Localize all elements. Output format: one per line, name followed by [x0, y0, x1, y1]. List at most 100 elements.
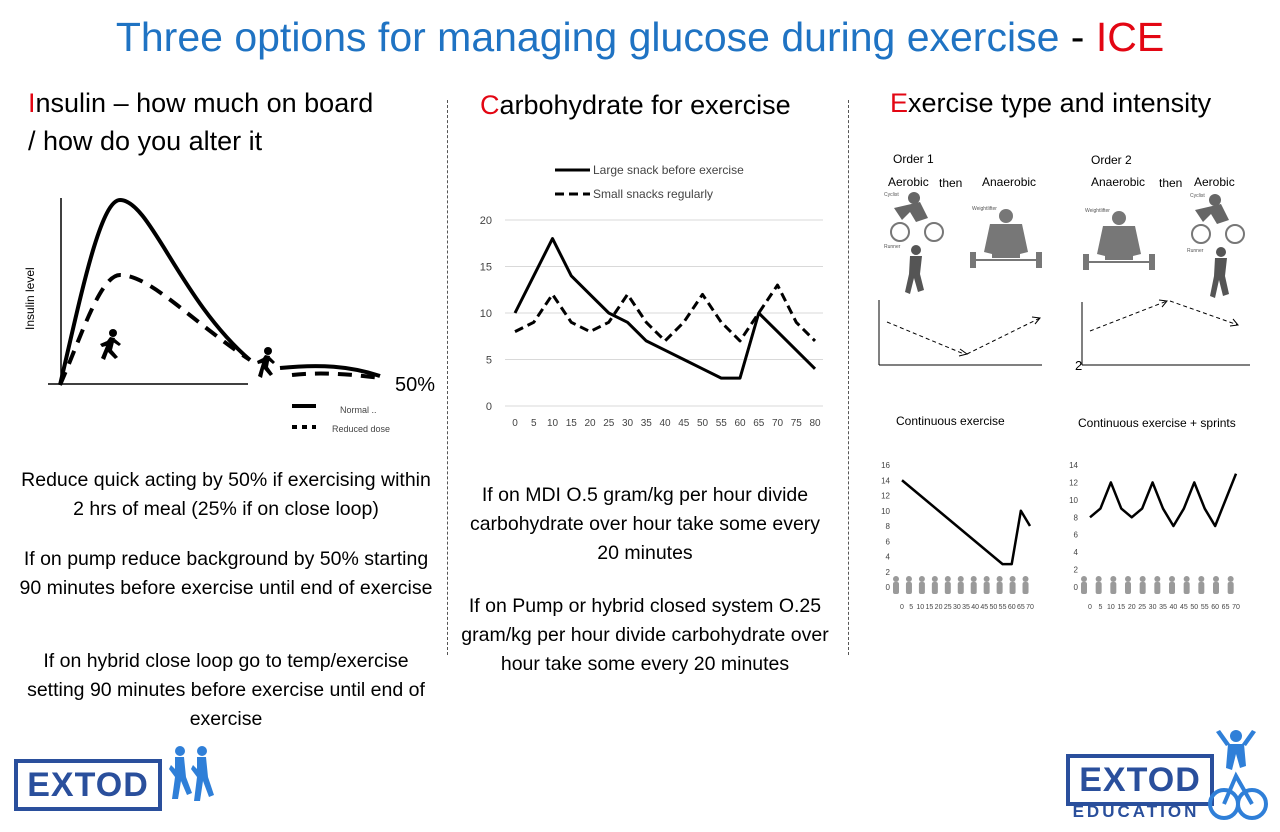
carb-x-tick-label: 70: [772, 418, 784, 429]
order2-diagram: Weightlifter Cyclist Runner: [1081, 193, 1250, 366]
runner-label: Runner: [884, 244, 901, 250]
carb-heading-rest: arbohydrate for exercise: [499, 90, 791, 120]
small-chart-x-tick-label: 20: [935, 604, 943, 611]
small-chart-x-tick-label: 0: [900, 604, 904, 611]
small-chart-x-tick-label: 30: [1149, 604, 1157, 611]
small-chart-x-tick-label: 15: [926, 604, 934, 611]
cyclist-figure: Cyclist: [1190, 193, 1245, 244]
order2-then: then: [1159, 176, 1183, 190]
carb-x-tick-label: 5: [531, 418, 537, 429]
extod-logo-left: EXTOD: [14, 746, 214, 811]
order2-first: Anaerobic: [1091, 175, 1146, 189]
weightlifter-figure: Weightlifter: [970, 206, 1042, 268]
small-chart-y-tick-label: 10: [1069, 496, 1078, 505]
carb-x-tick-label: 0: [512, 418, 518, 429]
carb-y-tick-label: 5: [486, 355, 492, 367]
small-chart-x-tick-label: 5: [1098, 604, 1102, 611]
cyclist-label: Cyclist: [1190, 193, 1205, 199]
insulin-para-2: If on pump reduce background by 50% star…: [19, 548, 433, 599]
order1-first: Aerobic: [888, 175, 929, 189]
title-ice: ICE: [1095, 14, 1165, 60]
small-chart-x-tick-label: 70: [1232, 604, 1240, 611]
carb-y-tick-label: 10: [480, 308, 492, 320]
order1-diagram: Cyclist Runner Weightlifter: [878, 192, 1042, 366]
carb-x-tick-label: 60: [734, 418, 746, 429]
small-chart-x-tick-label: 65: [1222, 604, 1230, 611]
small-chart-y-tick-label: 4: [1074, 548, 1079, 557]
small-chart-x-tick-label: 15: [1117, 604, 1125, 611]
normal-dose-tail: [279, 364, 381, 378]
carb-series-large-snack: [513, 237, 817, 380]
small-chart-x-tick-label: 40: [1170, 604, 1178, 611]
extod-logo-left-text: EXTOD: [14, 759, 162, 811]
weightlifter-label: Weightlifter: [972, 206, 997, 212]
cyclist-logo-icon: [1208, 730, 1268, 820]
exercise-heading-rest: xercise type and intensity: [908, 88, 1212, 118]
order1-label: Order 1: [893, 152, 934, 166]
carb-x-tick-label: 75: [791, 418, 803, 429]
small-chart-y-tick-label: 8: [886, 522, 891, 531]
continuous-sprints-label: Continuous exercise + sprints: [1078, 416, 1236, 430]
carb-x-tick-label: 65: [753, 418, 765, 429]
order1-trend-down: [886, 321, 965, 355]
insulin-y-label: Insulin level: [23, 267, 37, 330]
carb-series-small-snacks: [514, 283, 817, 343]
small-chart-x-tick-label: 55: [1201, 604, 1209, 611]
legend-normal-label: Normal ..: [340, 405, 377, 415]
carb-heading: Carbohydrate for exercise: [480, 86, 840, 124]
small-chart-y-tick-label: 2: [1074, 566, 1079, 575]
title-dash: -: [1059, 14, 1096, 60]
small-chart-y-tick-label: 0: [1074, 583, 1079, 592]
order2-trend-up: [1089, 300, 1168, 332]
extod-logo-education-text: EDUCATION: [1072, 802, 1200, 821]
carb-y-tick-label: 15: [480, 262, 492, 274]
small-chart-y-tick-label: 4: [886, 553, 891, 562]
small-chart-y-tick-label: 8: [1074, 513, 1079, 522]
small-chart-y-tick-label: 12: [881, 492, 890, 501]
small-chart-y-tick-label: 6: [886, 537, 891, 546]
runner-label: Runner: [1187, 248, 1204, 254]
runners-logo-icon: [169, 746, 214, 801]
insulin-heading-line2: / how do you alter it: [28, 126, 263, 156]
carb-y-tick-label: 20: [480, 215, 492, 227]
column-divider-left: [447, 100, 448, 655]
exercise-heading-initial: E: [890, 88, 909, 118]
carb-x-tick-label: 40: [659, 418, 671, 429]
carb-x-tick-label: 35: [641, 418, 653, 429]
cyclist-label: Cyclist: [884, 192, 899, 198]
small-chart-x-tick-label: 50: [990, 604, 998, 611]
title-main: Three options for managing glucose durin…: [115, 14, 1060, 60]
order1-second: Anaerobic: [982, 175, 1037, 189]
order2-axis-label: 2: [1075, 358, 1083, 373]
carb-x-tick-label: 30: [622, 418, 634, 429]
small-chart-y-tick-label: 14: [1069, 461, 1078, 470]
exercise-heading: Exercise type and intensity: [890, 84, 1270, 122]
carb-x-tick-label: 45: [678, 418, 690, 429]
small-chart-y-tick-label: 16: [881, 461, 890, 470]
reduction-percent-label: 50%: [395, 374, 436, 396]
insulin-curve-diagram: Insulin level Normal .. Reduced dose: [23, 197, 390, 434]
legend-reduced-label: Reduced dose: [332, 424, 390, 434]
runners-crowd-figure: [893, 576, 1029, 594]
weightlifter-figure: Weightlifter: [1083, 208, 1155, 270]
small-chart-y-tick-label: 10: [881, 507, 890, 516]
runner-figure: Runner: [884, 244, 924, 294]
runners-crowd-figure: [1081, 576, 1234, 594]
carb-legend-large-label: Large snack before exercise: [593, 163, 744, 177]
carb-legend-small-label: Small snacks regularly: [593, 187, 713, 201]
insulin-heading: Insulin – how much on board / how do you…: [28, 84, 438, 160]
reduced-dose-curve: [58, 272, 252, 386]
small-chart-x-tick-label: 45: [980, 604, 988, 611]
carb-x-tick-label: 25: [603, 418, 615, 429]
extod-education-logo: EXTOD EDUCATION: [1066, 730, 1268, 830]
order1-trend-up: [966, 317, 1041, 355]
order2-trend-down: [1169, 300, 1239, 326]
small-chart-x-tick-label: 30: [953, 604, 961, 611]
small-chart-x-tick-label: 40: [971, 604, 979, 611]
small-chart-x-tick-label: 45: [1180, 604, 1188, 611]
small-chart-x-tick-label: 70: [1026, 604, 1034, 611]
small-chart-x-tick-label: 10: [916, 604, 924, 611]
small-chart-y-tick-label: 14: [881, 476, 890, 485]
